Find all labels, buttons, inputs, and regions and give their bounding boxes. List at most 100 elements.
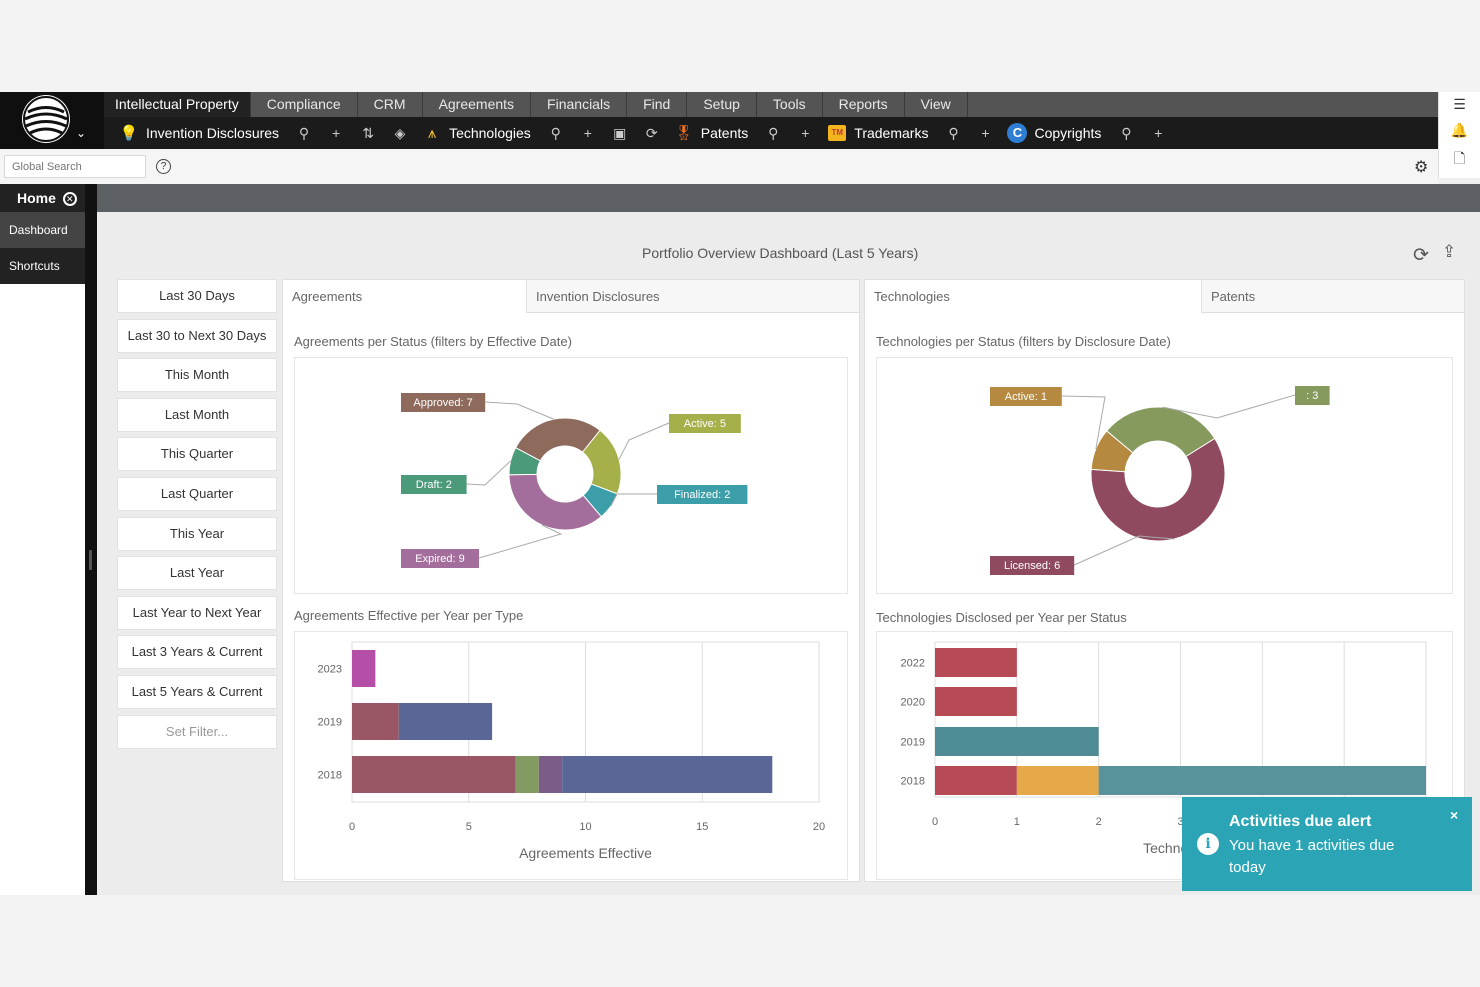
export-icon[interactable]: ⇪ [1442,242,1457,261]
filter-this-year[interactable]: This Year [117,516,277,551]
filter-last-year[interactable]: Last Year [117,556,277,591]
tab-agreements[interactable]: Agreements [283,280,526,313]
activities-alert-toast[interactable]: i Activities due alert You have 1 activi… [1182,797,1472,891]
bar-segment[interactable] [398,703,493,740]
award-ribbon-icon: 🎖 [674,125,694,142]
menu-find[interactable]: Find [627,92,688,117]
close-tab-icon[interactable]: ✕ [62,192,77,206]
add-icon[interactable]: + [981,125,990,141]
hamburger-menu-icon[interactable]: ☰ [1453,96,1466,112]
y-tick-label: 2019 [901,737,925,749]
filter-last-30-days[interactable]: Last 30 Days [117,279,277,313]
slice-label: Licensed: 6 [1004,560,1060,572]
bar-segment[interactable] [1016,766,1099,795]
donut-slice[interactable] [508,447,541,476]
tab-patents[interactable]: Patents [1201,280,1464,313]
filter-last-quarter[interactable]: Last Quarter [117,476,277,511]
module-label: Patents [700,125,749,141]
filter-this-quarter[interactable]: This Quarter [117,437,277,472]
filter-last-month[interactable]: Last Month [117,397,277,432]
bar-segment[interactable] [935,766,1017,795]
slice-label: Active: 1 [1005,391,1047,403]
chart-title: Agreements Effective per Year per Type [294,608,524,623]
bar-segment[interactable] [352,703,399,740]
module-technologies[interactable]: ⩚ Technologies ⚲ + ▣ ⟳ [421,122,659,144]
module-label: Invention Disclosures [146,125,280,141]
bell-icon[interactable]: 🔔 [1450,122,1469,138]
nav-dashboard[interactable]: Dashboard [0,212,85,248]
bar-segment[interactable] [352,650,376,687]
chevron-down-icon[interactable]: ⌄ [76,126,87,140]
refresh-icon[interactable]: ⟳ [1413,245,1429,266]
menu-view[interactable]: View [905,92,968,117]
app-logo[interactable]: ⌄ [0,92,104,149]
left-nav-divider [85,184,97,895]
lightbulb-icon: 💡 [119,125,139,142]
add-icon[interactable]: + [331,125,341,141]
bar-segment[interactable] [935,687,1017,716]
module-invention-disclosures[interactable]: 💡 Invention Disclosures ⚲ + ⇅ ◈ [118,122,407,144]
filter-last-30-next-30[interactable]: Last 30 to Next 30 Days [117,318,277,353]
module-copyrights[interactable]: C Copyrights ⚲ + [1006,122,1165,144]
search-icon[interactable]: ⚲ [768,124,779,141]
bar-segment[interactable] [935,648,1017,677]
y-tick-label: 2023 [318,664,342,676]
search-icon[interactable]: ⚲ [1121,124,1132,141]
refresh-icon[interactable]: ⟳ [645,124,658,141]
leader-line [1073,535,1175,566]
menu-setup[interactable]: Setup [687,92,757,117]
tab-invention-disclosures[interactable]: Invention Disclosures [526,280,859,313]
filter-set-custom[interactable]: Set Filter... [117,714,277,749]
nav-shortcuts[interactable]: Shortcuts [0,248,85,284]
x-tick-label: 2 [1096,816,1102,828]
donut-slice[interactable] [1105,406,1216,458]
shield-icon[interactable]: ◈ [394,124,406,141]
x-tick-label: 3 [1177,816,1183,828]
filter-last-3-years[interactable]: Last 3 Years & Current [117,635,277,670]
gear-icon[interactable]: ⚙ [1414,159,1429,176]
menu-intellectual-property[interactable]: Intellectual Property [104,92,251,117]
search-icon[interactable]: ⚲ [550,124,561,141]
compass-icon: ⩚ [427,124,437,142]
tree-icon[interactable]: ⇅ [362,124,374,141]
presentation-icon[interactable]: ▣ [613,124,627,141]
donut-slice[interactable] [1090,430,1134,473]
add-icon[interactable]: + [1154,125,1163,141]
trademark-icon: TM [826,122,848,144]
menu-compliance[interactable]: Compliance [251,92,358,117]
menu-tools[interactable]: Tools [757,92,823,117]
search-icon[interactable]: ⚲ [298,124,310,141]
help-icon[interactable]: ? [156,159,171,174]
menu-crm[interactable]: CRM [358,92,423,117]
donut-slice[interactable] [508,473,603,531]
menu-financials[interactable]: Financials [531,92,628,117]
y-tick-label: 2018 [901,776,925,788]
bar-segment[interactable] [935,727,1099,756]
module-trademarks[interactable]: TM Trademarks ⚲ + [826,122,992,144]
tab-strip: Home ✕ [0,184,1480,212]
bar-segment[interactable] [352,756,516,793]
bar-segment[interactable] [538,756,563,793]
module-patents[interactable]: 🎖 Patents ⚲ + [673,122,812,144]
filter-this-month[interactable]: This Month [117,358,277,393]
agreements-status-chart-box: Approved: 7 Active: 5 Finalized: 2 Expired:… [294,357,848,594]
search-icon[interactable]: ⚲ [948,124,959,141]
splitter-handle[interactable] [89,550,92,570]
chart-title: Agreements per Status (filters by Effect… [294,334,572,349]
bar-segment[interactable] [515,756,539,793]
tab-home[interactable]: Home ✕ [0,184,92,212]
add-icon[interactable]: + [583,125,592,141]
donut-slice[interactable] [1090,437,1226,542]
bar-segment[interactable] [1098,766,1426,795]
filter-last-year-next-year[interactable]: Last Year to Next Year [117,595,277,630]
bar-segment[interactable] [562,756,773,793]
close-icon[interactable]: × [1450,807,1459,823]
document-icon[interactable]: 🗋 [1453,150,1466,166]
add-icon[interactable]: + [801,125,810,141]
filter-last-5-years[interactable]: Last 5 Years & Current [117,674,277,709]
menu-reports[interactable]: Reports [823,92,905,117]
menu-agreements[interactable]: Agreements [423,92,532,117]
tab-technologies[interactable]: Technologies [865,280,1201,313]
global-search-input[interactable] [4,155,146,178]
